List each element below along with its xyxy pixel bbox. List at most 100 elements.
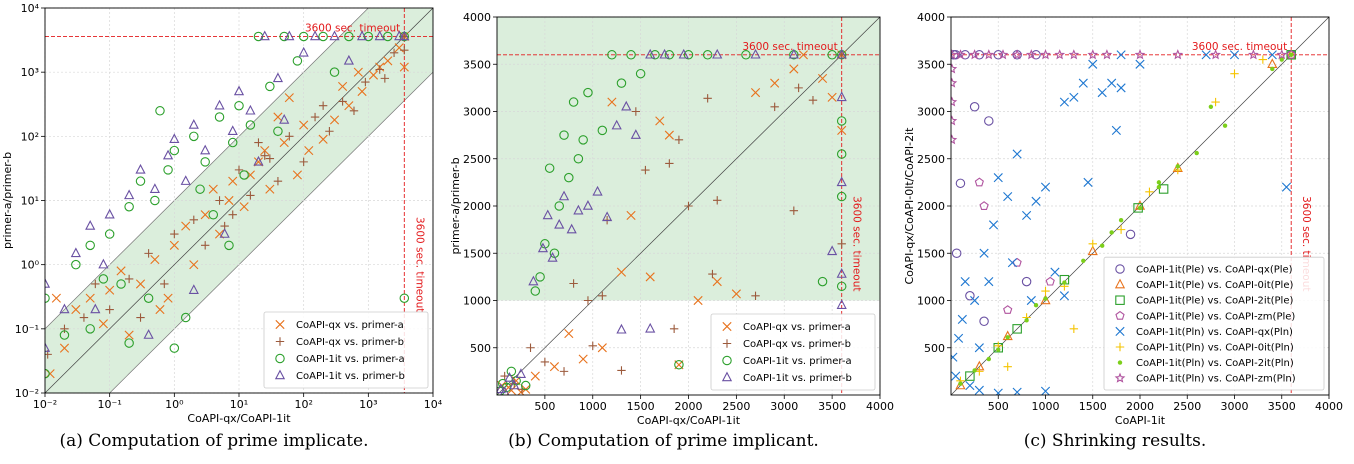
data-point (645, 48, 656, 59)
band-upper-line (45, 8, 369, 330)
data-point (616, 323, 627, 334)
data-point (239, 202, 249, 212)
y-tick-label: 1500 (917, 247, 945, 260)
data-point (1134, 49, 1146, 60)
data-point (163, 165, 173, 175)
data-point (558, 190, 570, 201)
data-point (98, 258, 109, 269)
data-point (703, 94, 712, 103)
data-point (951, 134, 958, 145)
data-point (208, 209, 219, 220)
data-point (309, 30, 321, 41)
data-point (970, 295, 980, 306)
data-point (1045, 276, 1055, 286)
data-point (59, 330, 70, 340)
data-point (104, 229, 115, 239)
data-point (374, 30, 385, 41)
data-point (665, 159, 674, 168)
data-point (234, 100, 244, 111)
legend-marker (1114, 372, 1126, 383)
x-tick-label: 3000 (1221, 400, 1249, 413)
data-point (664, 130, 674, 140)
data-point (162, 149, 174, 160)
data-point (655, 116, 665, 126)
data-point (383, 56, 393, 66)
data-point (1135, 59, 1145, 69)
timeout-label-vertical: 3600 sec. timeout (413, 217, 425, 312)
data-point (260, 151, 269, 160)
data-point (837, 125, 847, 135)
data-point (988, 220, 999, 230)
legend-marker (1115, 295, 1125, 305)
data-point (1281, 182, 1292, 192)
data-point (535, 272, 545, 282)
y-tick-label: 10⁻¹ (15, 323, 39, 336)
data-point (227, 137, 238, 148)
data-point (1107, 78, 1117, 88)
data-point (181, 221, 191, 231)
data-point (215, 196, 224, 205)
data-point (1024, 318, 1029, 323)
legend-label: CoAPI-1it(Pln) vs. CoAPI-2it(Pln) (1136, 358, 1294, 369)
data-point (136, 313, 145, 322)
data-point (951, 49, 958, 60)
series-coapi-1it-vs-primer-b (497, 48, 847, 395)
data-point (91, 279, 100, 289)
y-tick-label: 2500 (463, 153, 491, 166)
data-point (200, 144, 211, 155)
data-point (951, 96, 958, 107)
data-point (951, 77, 958, 88)
legend-marker (275, 337, 285, 346)
data-point (259, 30, 270, 41)
data-point (708, 269, 717, 279)
data-point (974, 177, 984, 187)
data-point (1175, 164, 1181, 169)
data-point (329, 30, 340, 41)
x-tick-label: 2000 (675, 400, 703, 413)
legend-marker (1115, 342, 1125, 352)
panel-caption: (c) Shrinking results. (1024, 431, 1207, 451)
legend-label: CoAPI-1it vs. primer-a (743, 356, 852, 367)
data-point (155, 106, 165, 116)
data-point (292, 170, 302, 180)
data-point (554, 218, 565, 229)
data-point (144, 249, 153, 258)
data-point (189, 131, 199, 142)
data-point (750, 48, 761, 59)
data-point (770, 78, 780, 88)
data-point (180, 175, 191, 185)
data-point (245, 120, 256, 130)
data-point (189, 260, 199, 270)
data-point (368, 70, 379, 80)
data-point (626, 210, 636, 221)
data-point (750, 88, 761, 98)
data-point (169, 133, 180, 144)
y-tick-label: 3000 (917, 106, 945, 119)
data-point (965, 380, 975, 391)
legend-marker (722, 355, 732, 366)
data-point (645, 322, 656, 333)
data-point (712, 48, 723, 59)
data-point (85, 240, 95, 251)
data-point (1088, 59, 1098, 69)
data-point (683, 50, 694, 60)
legend-box (1103, 256, 1325, 391)
data-point (1248, 49, 1259, 60)
y-axis-label: primer-a/primer-b (1, 152, 14, 249)
data-point (789, 64, 799, 74)
data-point (45, 342, 51, 352)
data-point (635, 68, 646, 79)
data-point (986, 356, 991, 362)
x-tick-label: 3500 (1268, 400, 1296, 413)
data-point (965, 291, 975, 301)
data-point (1069, 324, 1079, 334)
x-tick-label: 3500 (818, 400, 846, 413)
data-point (71, 259, 81, 270)
data-point (1040, 386, 1051, 395)
data-point (1062, 280, 1067, 285)
data-point (124, 330, 134, 340)
data-point (254, 138, 263, 147)
data-point (1059, 97, 1069, 107)
